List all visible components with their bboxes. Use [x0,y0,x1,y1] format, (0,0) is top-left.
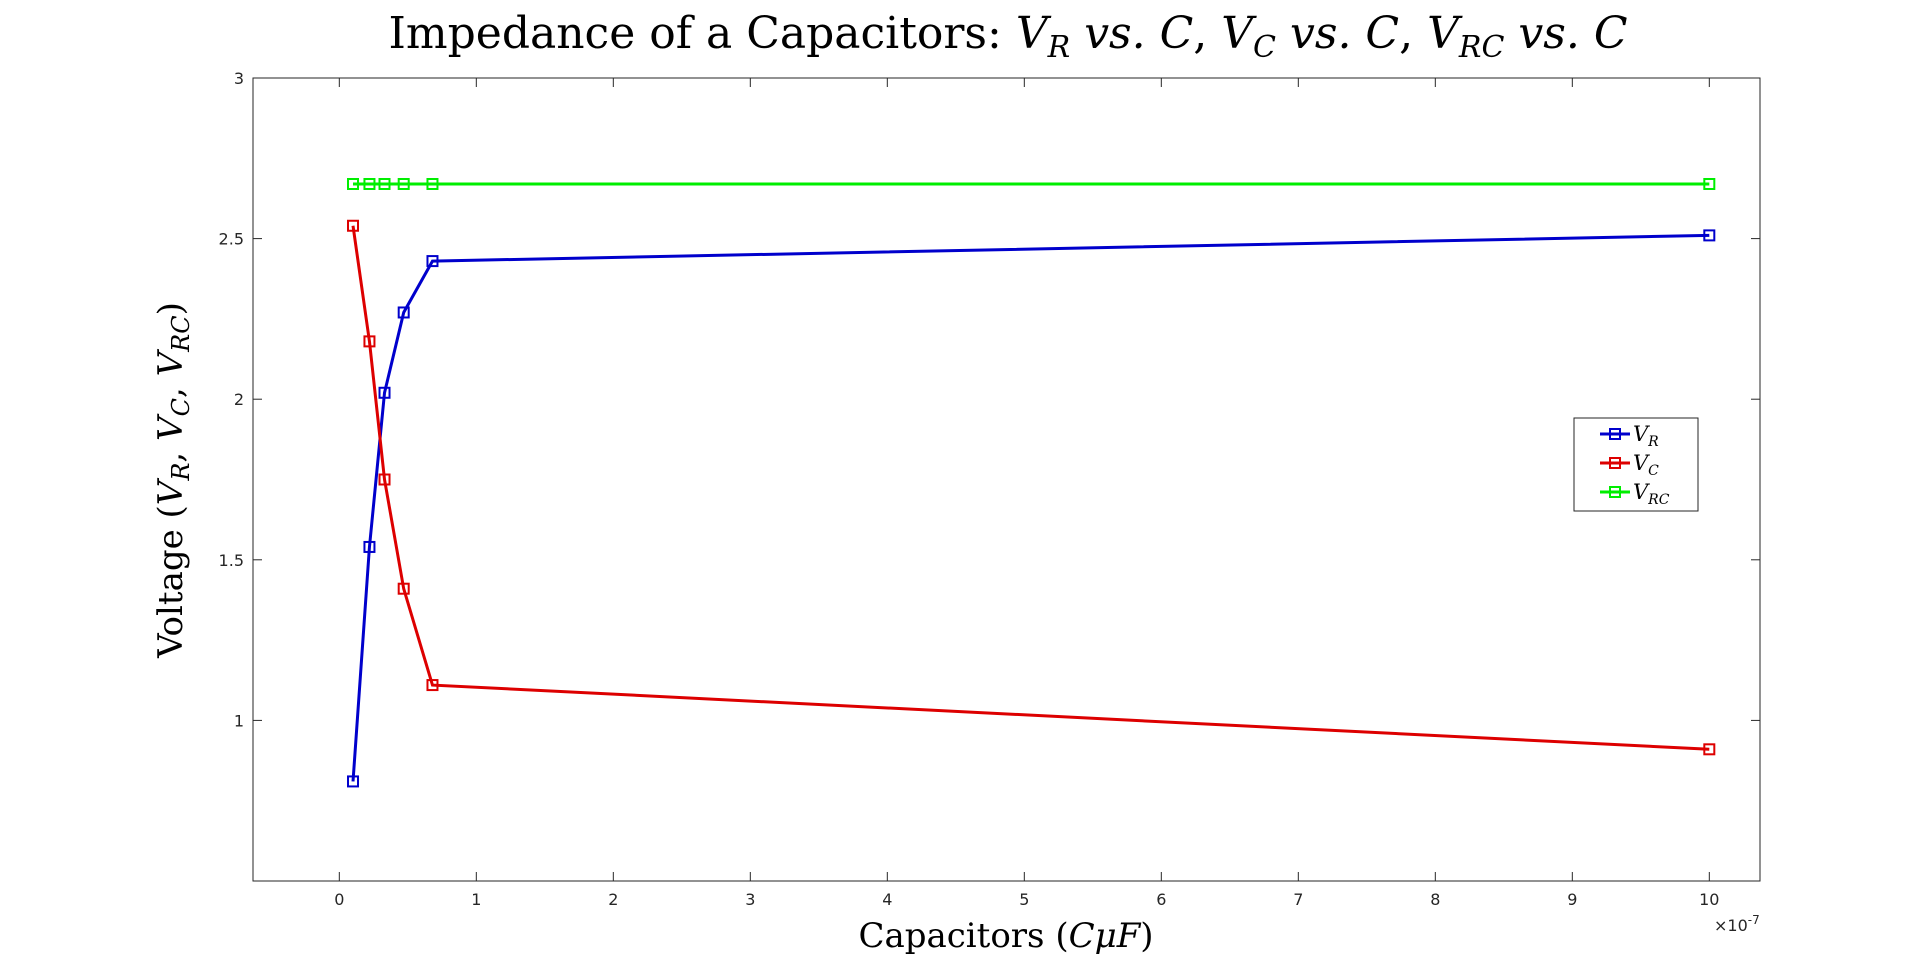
data-point [378,473,391,486]
y-tick-label: 1.5 [219,551,244,570]
y-axis-label-text: Voltage ( [151,505,191,659]
y-axis-label-sub-rc: RC [167,315,195,352]
x-tick-label: 3 [745,890,755,909]
x-axis-multiplier: ×10-7 [1714,913,1760,935]
legend-label-main: V [1633,451,1650,475]
data-point [397,306,410,319]
chart-title-c-2: C [1365,8,1399,59]
y-axis-label-sep-1: , [151,441,191,463]
chart-title-prefix: Impedance of a Capacitors: [389,8,1016,59]
y-axis-label-sub-c: C [167,398,195,416]
x-tick-label: 10 [1699,890,1719,909]
legend-label: VRC [1633,480,1670,508]
x-tick-label: 6 [1156,890,1166,909]
x-axis-label-close: ) [1140,916,1153,956]
legend-item: VR [1600,422,1659,450]
y-tick-label: 1 [234,711,244,730]
legend-item: VC [1600,451,1659,479]
x-tick-label: 8 [1430,890,1440,909]
chart-title-vs-1: vs. [1070,8,1159,59]
series-layer [347,177,1716,788]
legend-label-sub: R [1647,434,1659,450]
data-point [363,540,376,553]
y-axis-label-sep-2: , [151,376,191,398]
legend-swatch-marker [1609,457,1621,469]
chart-title-c-1: C [1160,8,1194,59]
y-tick-label: 2 [234,390,244,409]
legend-label-sub: RC [1647,492,1670,508]
y-axis-label-sub-r: R [167,463,195,482]
data-point [347,177,360,190]
chart-title-v-3: V [1427,8,1463,59]
x-tick-label: 7 [1293,890,1303,909]
data-point [363,177,376,190]
data-point [426,679,439,692]
chart-title-sub-c: C [1253,30,1276,65]
x-tick-label: 9 [1567,890,1577,909]
plot-area [252,77,1761,882]
axis-ticks: 0 1 2 3 4 5 6 7 8 9 10 1 1.5 2 2.5 3 [219,69,1760,909]
data-point [378,177,391,190]
data-point [426,177,439,190]
chart-title-c-3: C [1594,8,1628,59]
chart-title-v-2: V [1221,8,1257,59]
x-axis-label-math: CμF [1069,916,1142,956]
x-axis-multiplier-base: ×10 [1714,916,1748,935]
x-axis-multiplier-exp: -7 [1748,913,1760,927]
data-point [1703,177,1716,190]
series-line [351,225,1710,751]
data-point [426,255,439,268]
x-tick-label: 0 [334,890,344,909]
legend-label-main: V [1633,422,1650,446]
y-axis-label-close: ) [151,302,191,315]
data-point [1703,743,1716,756]
series-v-r [347,229,1716,788]
data-point [397,582,410,595]
x-tick-label: 2 [608,890,618,909]
chart-title-sub-r: R [1047,30,1071,65]
chart-title-comma-1: , [1193,8,1221,59]
x-tick-label: 4 [882,890,892,909]
y-tick-label: 2.5 [219,230,244,249]
legend-label-main: V [1633,480,1650,504]
series-line [351,233,1710,782]
data-point [1703,229,1716,242]
x-tick-label: 5 [1019,890,1029,909]
chart-title-v: V [1016,8,1052,59]
chart-title-sub-rc: RC [1458,30,1505,65]
x-axis-label-text: Capacitors ( [858,916,1068,956]
y-axis-label-v-1: V [151,477,191,505]
legend-swatch-marker [1609,486,1621,498]
legend-box [1573,417,1699,512]
data-point [378,386,391,399]
y-tick-label: 3 [234,69,244,88]
data-point [347,219,360,232]
legend-label: VR [1633,422,1659,450]
series-v-rc [347,177,1716,190]
chart-title-comma-2: , [1399,8,1427,59]
legend-item: VRC [1600,480,1670,508]
data-point [397,177,410,190]
legend-swatch-marker [1609,428,1621,440]
data-point [363,335,376,348]
y-axis-label: Voltage (VR, VC, VRC) [151,302,195,659]
y-axis-label-v-3: V [151,348,191,376]
chart-title-vs-2: vs. [1276,8,1365,59]
chart-title-vs-3: vs. [1504,8,1593,59]
series-v-c [347,219,1716,756]
x-axis-label: Capacitors (CμF) [858,916,1153,956]
y-axis-label-v-2: V [151,413,191,441]
data-point [347,775,360,788]
legend-label: VC [1633,451,1659,479]
x-tick-label: 1 [471,890,481,909]
legend-label-sub: C [1648,463,1659,479]
chart-title: Impedance of a Capacitors: VR vs. C, VC … [389,8,1628,65]
